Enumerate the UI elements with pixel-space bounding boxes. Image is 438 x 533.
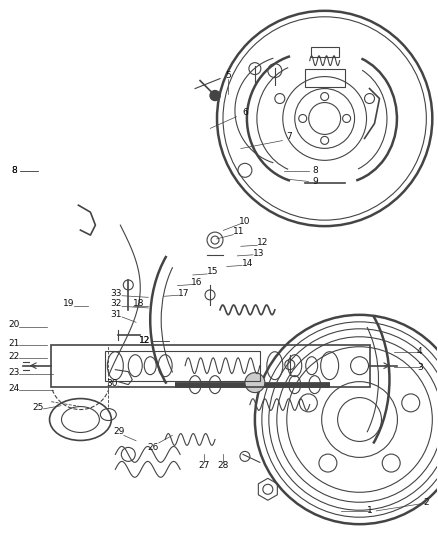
Text: 12: 12 <box>139 336 151 345</box>
Text: 23: 23 <box>8 368 19 377</box>
Circle shape <box>245 373 265 393</box>
Text: 15: 15 <box>207 268 218 276</box>
Text: 22: 22 <box>8 352 19 361</box>
Text: 3: 3 <box>417 363 423 372</box>
Text: 26: 26 <box>148 442 159 451</box>
Text: 33: 33 <box>111 288 122 297</box>
Text: 12: 12 <box>139 336 151 345</box>
Text: 19: 19 <box>63 299 74 308</box>
Bar <box>305 69 345 86</box>
Text: 10: 10 <box>240 217 251 226</box>
Text: 18: 18 <box>132 299 144 308</box>
Text: 30: 30 <box>106 379 118 388</box>
Bar <box>50 345 370 386</box>
Text: 7: 7 <box>286 132 292 141</box>
Text: 12: 12 <box>257 238 268 247</box>
Text: 2: 2 <box>424 498 429 507</box>
Bar <box>311 47 339 56</box>
Text: 8: 8 <box>312 166 318 175</box>
Text: 31: 31 <box>111 310 122 319</box>
Text: 14: 14 <box>242 260 253 268</box>
Text: 6: 6 <box>242 108 248 117</box>
Text: 25: 25 <box>32 403 43 412</box>
Text: 8: 8 <box>11 166 17 175</box>
Text: 32: 32 <box>111 299 122 308</box>
Text: 16: 16 <box>191 278 203 287</box>
Text: 13: 13 <box>253 249 264 258</box>
Text: 17: 17 <box>178 288 190 297</box>
Text: 8: 8 <box>11 166 17 175</box>
Text: 28: 28 <box>218 461 229 470</box>
Text: 29: 29 <box>113 427 124 435</box>
Bar <box>106 351 260 381</box>
Circle shape <box>210 91 220 101</box>
Text: 20: 20 <box>8 320 19 329</box>
Text: 5: 5 <box>225 71 231 80</box>
Text: 21: 21 <box>8 339 19 348</box>
Text: 4: 4 <box>417 347 423 356</box>
Text: 9: 9 <box>312 177 318 186</box>
Text: 24: 24 <box>8 384 19 393</box>
Text: 1: 1 <box>367 506 372 515</box>
Text: 27: 27 <box>198 461 209 470</box>
Text: 11: 11 <box>233 228 244 237</box>
